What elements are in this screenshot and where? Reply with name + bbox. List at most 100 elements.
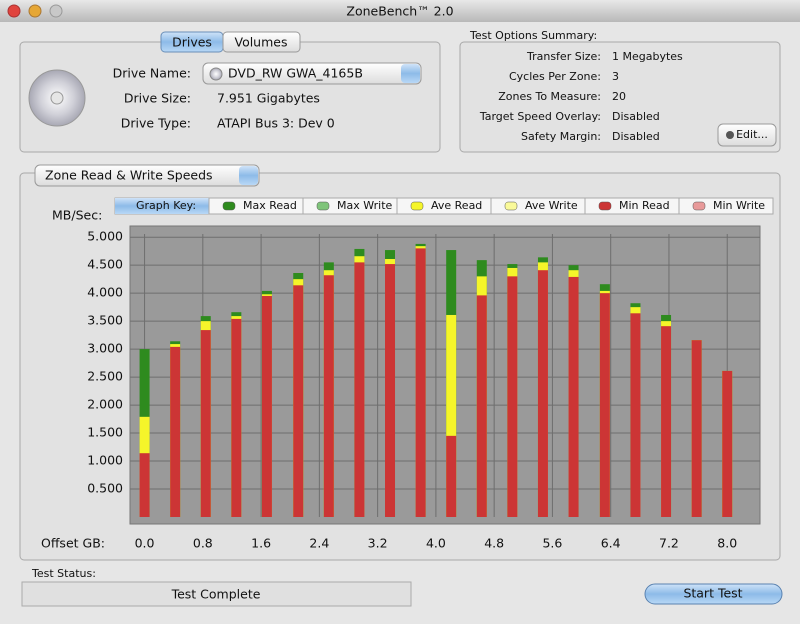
bar	[139, 453, 150, 517]
bar	[323, 275, 334, 517]
graph-key-title: Graph Key:	[136, 199, 196, 212]
popup-arrows	[239, 166, 258, 185]
key-swatch	[598, 201, 612, 211]
edit-button-label: Edit...	[736, 128, 768, 141]
options-panel	[459, 41, 781, 153]
x-tick-label: 3.2	[368, 536, 388, 551]
field-value: 7.951 Gigabytes	[217, 91, 320, 106]
option-label: Target Speed Overlay:	[479, 110, 601, 123]
zoom-button[interactable]	[49, 4, 63, 18]
bar	[630, 313, 641, 517]
y-tick-label: 4.500	[87, 257, 123, 272]
x-tick-label: 7.2	[659, 536, 679, 551]
key-swatch	[222, 201, 236, 211]
bar	[261, 295, 272, 517]
legend-label: Ave Read	[431, 199, 482, 212]
chart-selector[interactable]	[34, 164, 260, 187]
bar	[568, 276, 579, 517]
x-tick-label: 4.8	[484, 536, 504, 551]
start-button[interactable]	[644, 583, 783, 605]
graph-key-title-bg	[115, 198, 209, 214]
status-box	[21, 581, 412, 607]
bar	[691, 340, 702, 517]
x-tick-label: 8.0	[717, 536, 737, 551]
x-tick-label: 6.4	[601, 536, 621, 551]
drive-icon	[209, 67, 223, 81]
start-button-label: Start Test	[683, 586, 742, 601]
bar	[446, 314, 457, 517]
title-bar	[0, 0, 800, 22]
y-tick-label: 1.000	[87, 453, 123, 468]
y-tick-label: 5.000	[87, 229, 123, 244]
tab-volumes[interactable]	[222, 31, 301, 53]
x-tick-label: 5.6	[542, 536, 562, 551]
minimize-button[interactable]	[28, 4, 42, 18]
option-label: Transfer Size:	[526, 50, 601, 63]
x-tick-label: 2.4	[309, 536, 329, 551]
x-tick-label: 1.6	[251, 536, 271, 551]
bar	[415, 248, 426, 517]
status-label: Test Status:	[31, 567, 96, 580]
y-tick-label: 2.000	[87, 397, 123, 412]
y-tick-label: 0.500	[87, 481, 123, 496]
bar	[537, 270, 548, 517]
window-title: ZoneBench™ 2.0	[346, 4, 453, 19]
legend-label: Min Read	[619, 199, 670, 212]
bar	[722, 370, 733, 517]
options-title: Test Options Summary:	[469, 29, 597, 42]
status-value: Test Complete	[171, 587, 261, 602]
field-value: ATAPI Bus 3: Dev 0	[217, 116, 335, 131]
option-value: 20	[612, 90, 626, 103]
key-swatch	[316, 201, 330, 211]
legend-label: Max Write	[337, 199, 393, 212]
option-label: Cycles Per Zone:	[509, 70, 601, 83]
option-value: 3	[612, 70, 619, 83]
tab-label: Volumes	[234, 35, 287, 50]
bar	[661, 326, 672, 517]
bar	[476, 295, 487, 517]
dvd-hole	[50, 91, 64, 105]
legend-label: Min Write	[713, 199, 765, 212]
key-swatch	[410, 201, 424, 211]
y-tick-label: 3.500	[87, 313, 123, 328]
popup-arrows	[401, 64, 420, 83]
field-value: DVD_RW GWA_4165B	[228, 66, 363, 81]
bar	[293, 285, 304, 517]
y-tick-label: 2.500	[87, 369, 123, 384]
option-label: Safety Margin:	[521, 130, 601, 143]
option-value: Disabled	[612, 130, 660, 143]
gear-icon	[726, 131, 734, 139]
key-swatch	[692, 201, 706, 211]
edit-button[interactable]	[717, 123, 777, 147]
bar	[170, 346, 181, 517]
tab-label: Drives	[172, 35, 212, 50]
field-label: Drive Size:	[124, 91, 191, 106]
option-value: Disabled	[612, 110, 660, 123]
x-axis-label: Offset GB:	[41, 536, 105, 551]
y-tick-label: 3.000	[87, 341, 123, 356]
bar	[599, 293, 610, 517]
x-tick-label: 0.0	[135, 536, 155, 551]
x-tick-label: 4.0	[426, 536, 446, 551]
close-button[interactable]	[7, 4, 21, 18]
chart-selector-label: Zone Read & Write Speeds	[45, 168, 213, 183]
y-axis-label: MB/Sec:	[52, 208, 102, 223]
key-swatch	[504, 201, 518, 211]
bar	[507, 276, 518, 517]
legend-label: Ave Write	[525, 199, 578, 212]
option-label: Zones To Measure:	[498, 90, 601, 103]
bar	[385, 264, 396, 517]
bar	[200, 330, 211, 517]
drive-popup[interactable]	[202, 62, 422, 85]
y-tick-label: 1.500	[87, 425, 123, 440]
legend-label: Max Read	[243, 199, 297, 212]
bar	[231, 318, 242, 517]
bar	[354, 262, 365, 517]
option-value: 1 Megabytes	[612, 50, 683, 63]
x-tick-label: 0.8	[193, 536, 213, 551]
field-label: Drive Type:	[121, 116, 191, 131]
bar	[446, 435, 457, 517]
y-tick-label: 4.000	[87, 285, 123, 300]
field-label: Drive Name:	[113, 66, 191, 81]
